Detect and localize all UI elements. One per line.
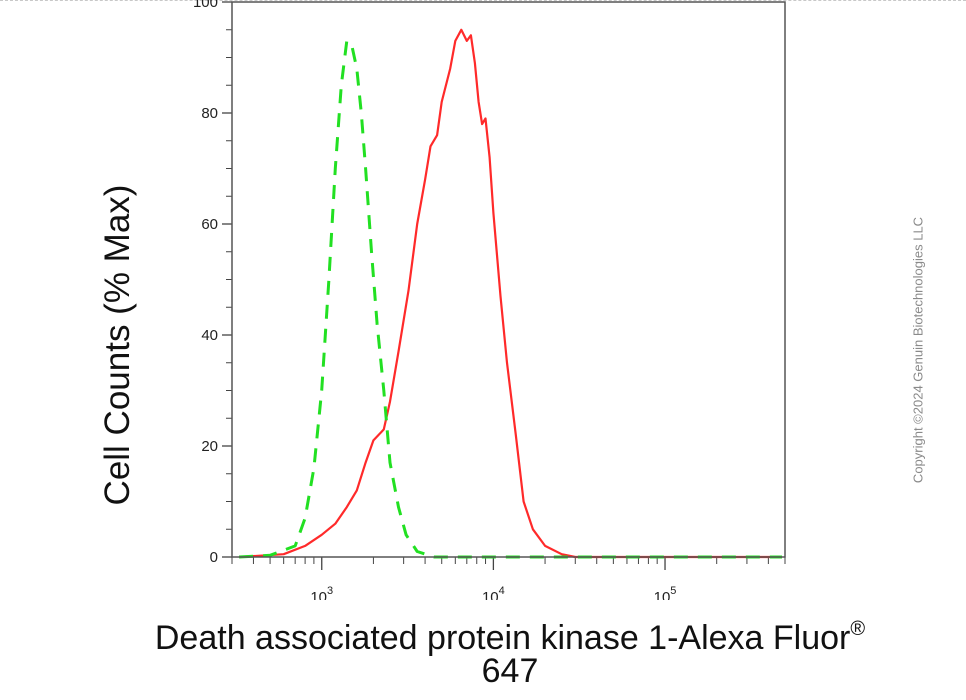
- axis-ticks: 0 20 40 60 80 100 103 104 105: [193, 0, 786, 600]
- y-tick-label-20: 20: [201, 438, 218, 455]
- copyright-watermark: Copyright ©2024 Genuin Biotechnologies L…: [910, 216, 926, 484]
- x-tick-label-5: 105: [654, 585, 677, 600]
- series-layer: [239, 28, 782, 559]
- x-axis-title-line1-wrap: Death associated protein kinase 1-Alexa …: [80, 610, 940, 657]
- series-line-1: [239, 28, 782, 559]
- x-tick-label-4: 104: [482, 585, 505, 600]
- x-tick-exponent-4: 4: [499, 585, 505, 597]
- series-line-2: [239, 39, 782, 559]
- y-tick-label-0: 0: [210, 549, 218, 566]
- x-axis-title-line2-wrap: 647: [80, 652, 940, 690]
- y-tick-label-100: 100: [193, 0, 218, 11]
- y-axis-title: Cell Counts (% Max): [98, 184, 137, 506]
- x-tick-exponent-3: 3: [327, 585, 333, 597]
- x-axis-title-line2: 647: [481, 652, 539, 690]
- y-tick-label-40: 40: [201, 327, 218, 344]
- top-border: [0, 0, 966, 1]
- x-axis-title-line1: Death associated protein kinase 1-Alexa …: [154, 619, 851, 657]
- x-tick-label-3: 103: [310, 585, 333, 600]
- y-tick-label-60: 60: [201, 216, 218, 233]
- x-tick-exponent-5: 5: [670, 585, 676, 597]
- plot-frame: [231, 1, 786, 558]
- histogram-chart: 0 20 40 60 80 100 103 104 105: [193, 0, 786, 600]
- y-tick-label-80: 80: [201, 105, 218, 122]
- x-axis-title-registered-mark: ®: [850, 618, 866, 640]
